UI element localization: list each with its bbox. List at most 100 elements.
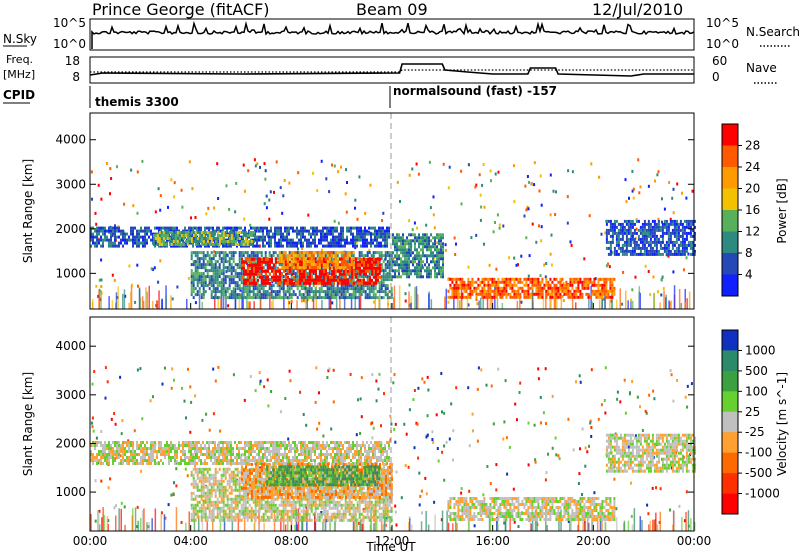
power-data-cell (565, 284, 567, 287)
power-data-cell (231, 240, 233, 243)
power-data-cell (307, 282, 309, 285)
power-data-cell (132, 236, 134, 239)
power-data-cell (274, 242, 276, 245)
power-data-cell (670, 238, 672, 241)
power-scatter-cell (540, 239, 542, 242)
power-data-cell (122, 236, 124, 239)
power-data-cell (279, 251, 281, 254)
power-data-cell (505, 290, 507, 293)
power-data-cell (371, 258, 373, 261)
power-data-cell (424, 254, 426, 257)
power-y-axis-label: Slant Range [km] (21, 159, 35, 263)
power-data-cell (436, 266, 438, 269)
power-data-cell (387, 272, 389, 275)
power-data-cell (271, 296, 273, 299)
power-data-cell (273, 284, 275, 287)
velocity-scatter-cell (514, 403, 516, 406)
power-data-cell (275, 261, 277, 264)
power-data-cell (306, 242, 308, 245)
power-data-cell (306, 245, 308, 248)
power-data-cell (408, 266, 410, 269)
power-data-cell (251, 231, 253, 234)
power-data-cell (587, 281, 589, 284)
power-data-cell (640, 232, 642, 235)
power-data-cell (507, 278, 509, 281)
power-data-cell (311, 260, 313, 263)
power-data-cell (545, 284, 547, 287)
power-scatter-cell (195, 216, 197, 219)
velocity-scatter-cell (477, 388, 479, 391)
power-data-cell (251, 296, 253, 299)
power-data-cell (585, 278, 587, 281)
power-data-cell (386, 236, 388, 239)
power-data-cell (525, 296, 527, 299)
power-data-cell (289, 296, 291, 299)
power-data-cell (327, 257, 329, 260)
power-data-cell (479, 293, 481, 296)
power-data-cell (319, 293, 321, 296)
power-data-cell (318, 239, 320, 242)
power-data-cell (363, 267, 365, 270)
power-data-cell (404, 260, 406, 263)
power-data-cell (247, 276, 249, 279)
power-data-cell (352, 239, 354, 242)
power-data-cell (193, 251, 195, 254)
power-data-cell (259, 296, 261, 299)
power-data-cell (309, 260, 311, 263)
power-data-cell (241, 264, 243, 267)
power-data-cell (553, 287, 555, 290)
power-data-cell (219, 243, 221, 246)
power-scatter-cell (405, 300, 407, 303)
power-data-cell (330, 239, 332, 242)
power-data-cell (199, 257, 201, 260)
power-data-cell (527, 296, 529, 299)
power-data-cell (438, 269, 440, 272)
power-data-cell (410, 269, 412, 272)
power-scatter-cell (687, 253, 689, 256)
velocity-scatter-cell (474, 524, 476, 527)
power-colorbar-tick-label: 28 (745, 139, 760, 153)
power-data-cell (374, 230, 376, 233)
power-data-cell (249, 270, 251, 273)
power-scatter-cell (109, 167, 111, 170)
power-data-cell (517, 293, 519, 296)
velocity-scatter-cell (552, 447, 554, 450)
power-data-cell (467, 287, 469, 290)
power-data-cell (235, 263, 237, 266)
power-scatter-cell (648, 185, 650, 188)
power-scatter-cell (227, 304, 229, 307)
power-data-cell (587, 284, 589, 287)
power-data-cell (297, 275, 299, 278)
power-data-cell (130, 239, 132, 242)
power-data-cell (382, 227, 384, 230)
power-data-cell (235, 272, 237, 275)
power-data-cell (319, 254, 321, 257)
velocity-scatter-cell (482, 493, 484, 496)
power-data-cell (163, 240, 165, 243)
power-scatter-cell (524, 185, 526, 188)
power-data-cell (337, 260, 339, 263)
power-data-cell (666, 244, 668, 247)
power-data-cell (203, 296, 205, 299)
power-data-cell (668, 223, 670, 226)
velocity-scatter-cell (601, 403, 603, 406)
power-data-cell (306, 230, 308, 233)
power-data-cell (289, 293, 291, 296)
power-data-cell (389, 269, 391, 272)
power-data-cell (481, 290, 483, 293)
power-data-cell (517, 287, 519, 290)
velocity-scatter-cell (639, 405, 641, 408)
power-data-cell (102, 227, 104, 230)
power-data-cell (259, 251, 261, 254)
power-data-cell (376, 239, 378, 242)
power-data-cell (233, 260, 235, 263)
power-data-cell (346, 227, 348, 230)
power-data-cell (170, 227, 172, 230)
power-y-tick-label: 2000 (55, 222, 86, 236)
power-scatter-cell (346, 211, 348, 214)
power-data-cell (646, 223, 648, 226)
power-data-cell (343, 282, 345, 285)
power-data-cell (412, 263, 414, 266)
power-data-cell (394, 236, 396, 239)
power-data-cell (199, 272, 201, 275)
